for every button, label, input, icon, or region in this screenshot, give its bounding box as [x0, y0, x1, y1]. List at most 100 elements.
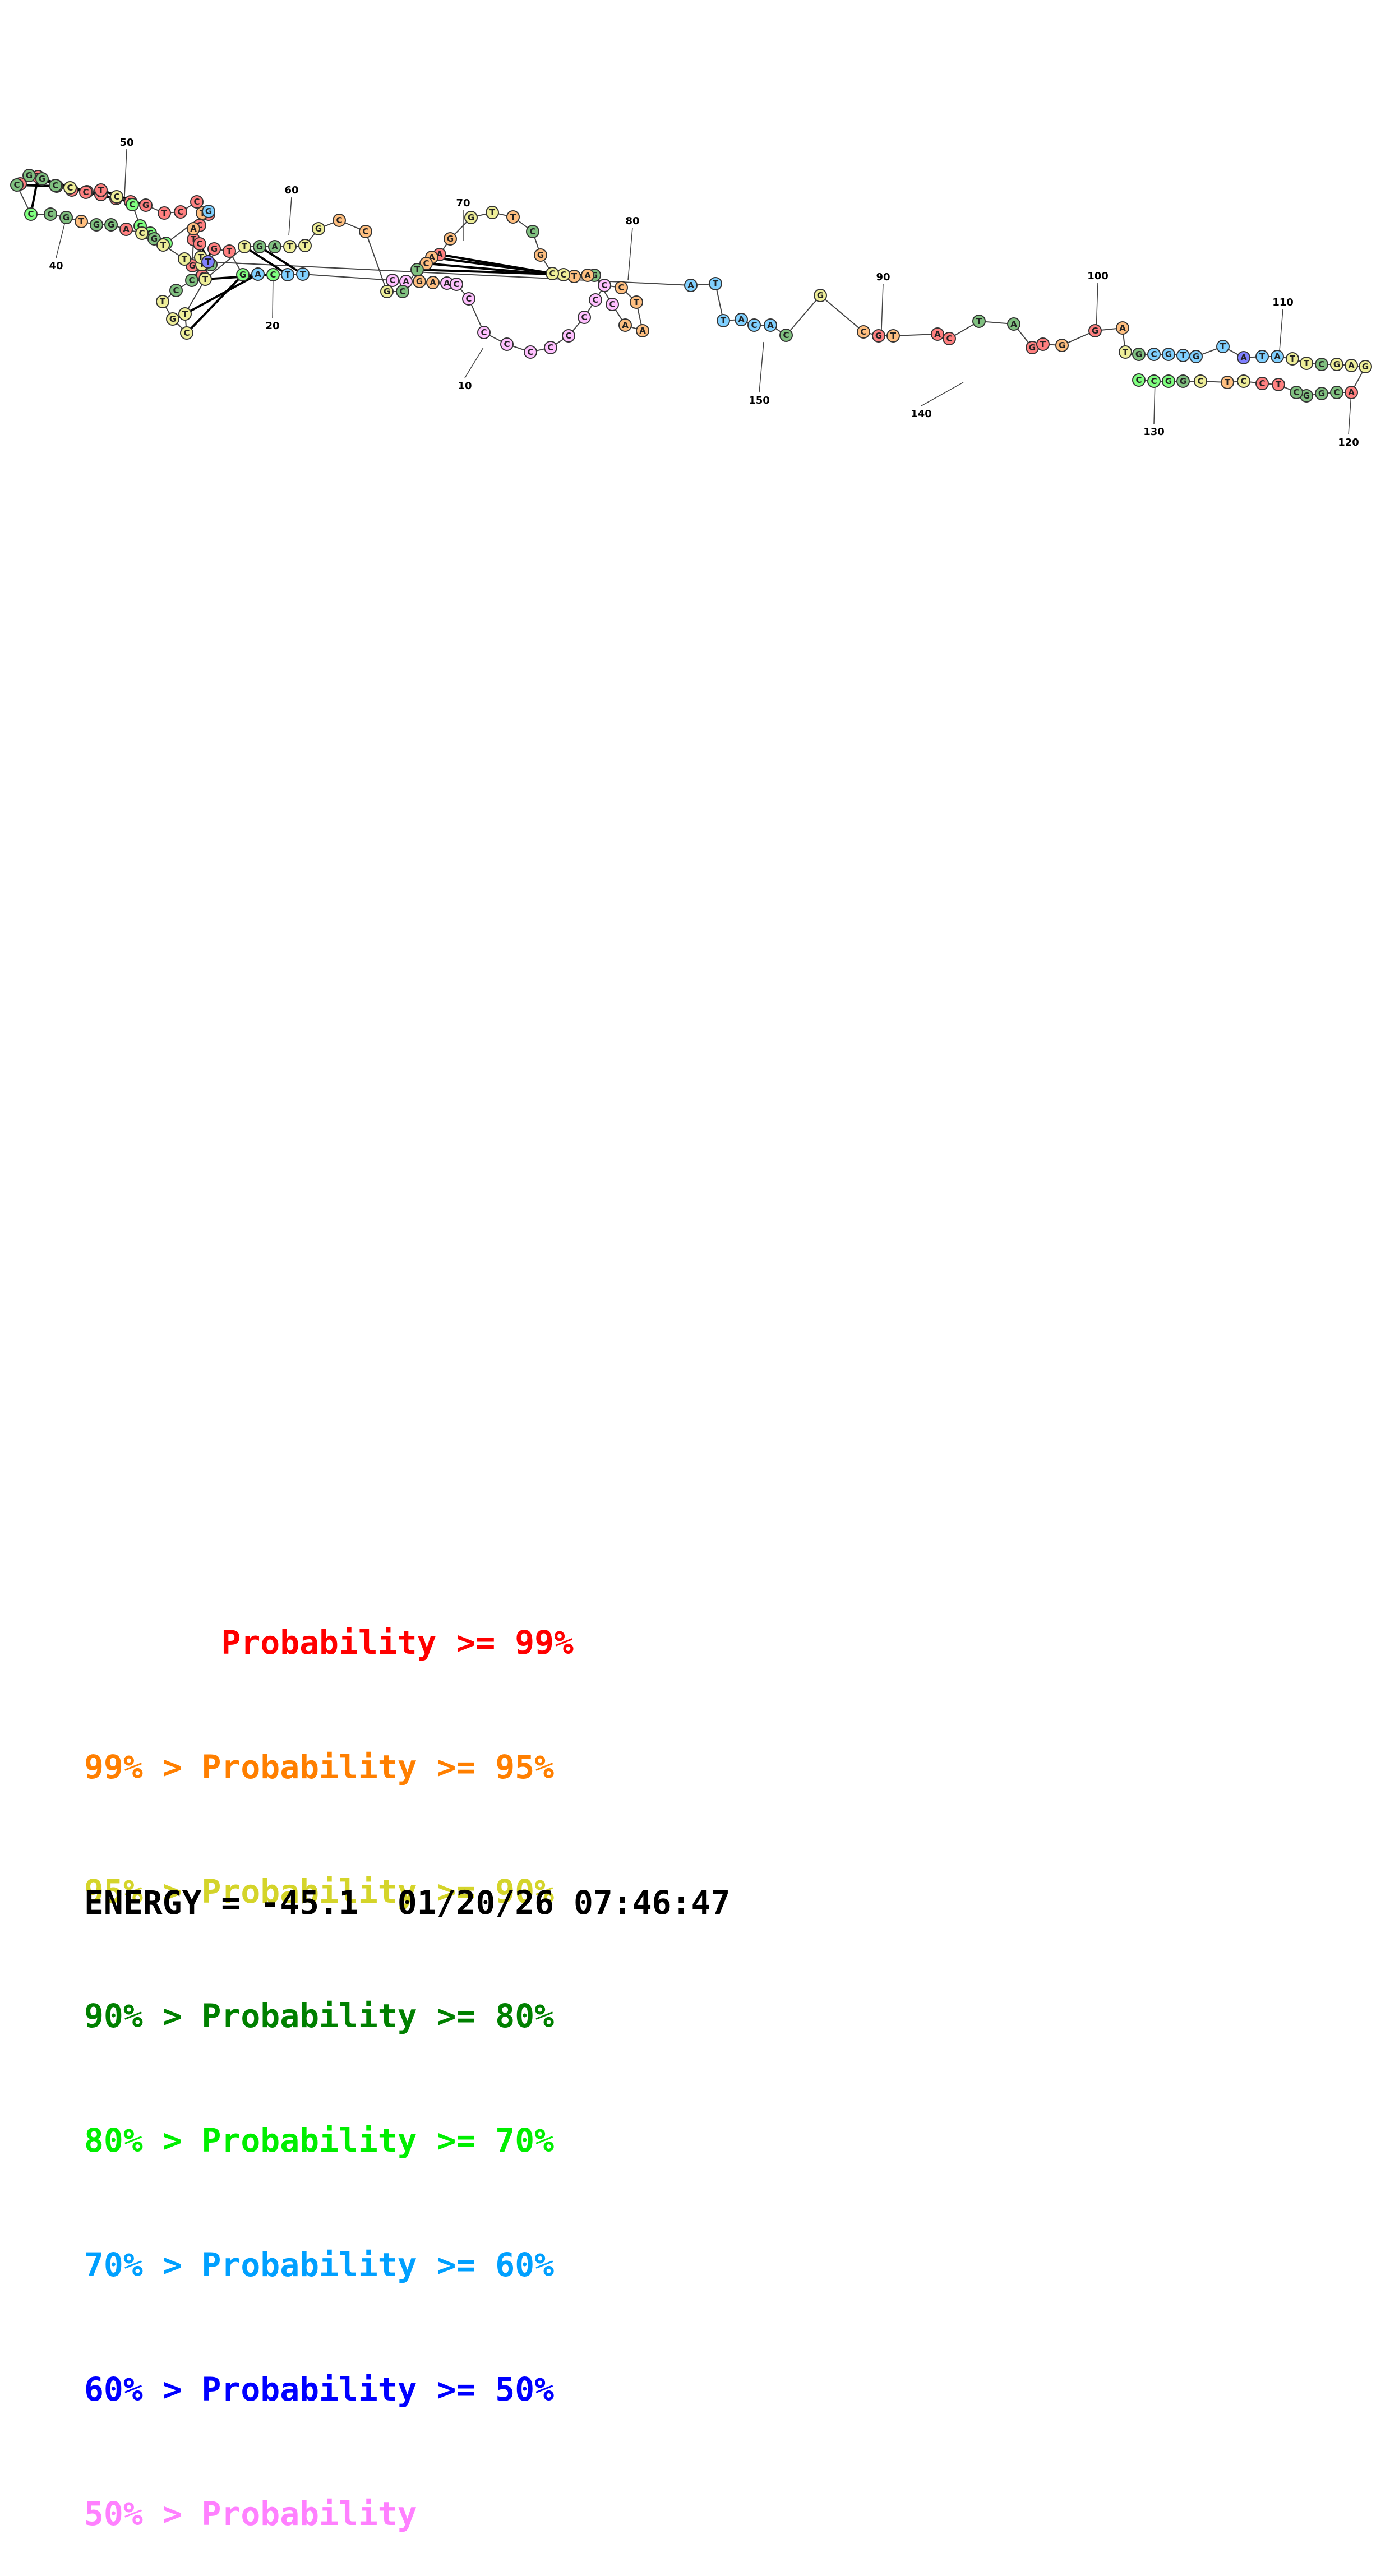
- position-label: 70: [456, 197, 470, 209]
- nucleotide-circle: [380, 285, 394, 298]
- nucleotide-base-letter: T: [976, 316, 982, 326]
- nucleotide-base-letter: C: [336, 215, 342, 225]
- nucleotide-circle: [486, 206, 499, 219]
- nucleotide-circle: [636, 324, 649, 337]
- nucleotide-base-letter: G: [1165, 349, 1172, 359]
- nucleotide: G: [814, 289, 827, 302]
- nucleotide-circle: [972, 315, 986, 328]
- nucleotide: T: [198, 272, 212, 286]
- nucleotide-base-letter: C: [193, 197, 200, 207]
- nucleotide-circle: [931, 327, 944, 341]
- nucleotide-circle: [94, 183, 108, 197]
- nucleotide: A: [735, 313, 748, 326]
- nucleotide-circle: [534, 248, 547, 262]
- nucleotide: C: [1132, 373, 1146, 387]
- nucleotide-circle: [709, 277, 722, 290]
- nucleotide-circle: [606, 298, 619, 311]
- nucleotide-base-letter: C: [946, 334, 952, 344]
- nucleotide-circle: [562, 329, 575, 343]
- nucleotide-circle: [59, 211, 73, 224]
- nucleotide-base-letter: T: [489, 207, 496, 218]
- nucleotide: C: [359, 225, 372, 238]
- nucleotide: C: [1147, 348, 1161, 361]
- nucleotide-circle: [886, 329, 900, 343]
- nucleotide: G: [1315, 387, 1328, 400]
- nucleotide-circle: [857, 325, 870, 339]
- nucleotide-circle: [1132, 348, 1146, 361]
- nucleotide-circle: [1194, 374, 1207, 388]
- nucleotide-circle: [615, 281, 628, 294]
- nucleotide-circle: [779, 329, 793, 342]
- nucleotide-base-letter: G: [1180, 376, 1186, 386]
- nucleotide-circle: [90, 218, 103, 232]
- nucleotide-circle: [1116, 321, 1129, 335]
- nucleotide: C: [477, 326, 491, 339]
- nucleotide-base-letter: T: [414, 265, 421, 275]
- nucleotide: G: [413, 275, 426, 288]
- nucleotide-circle: [251, 267, 265, 281]
- nucleotide-circle: [1300, 357, 1313, 370]
- nucleotide-base-letter: C: [138, 228, 145, 238]
- position-tick-line: [921, 382, 964, 406]
- nucleotide-circle: [1237, 374, 1250, 388]
- nucleotide-circle: [223, 244, 236, 258]
- nucleotide-circle: [1147, 348, 1161, 361]
- nucleotide: G: [22, 169, 36, 182]
- position-label: 50: [119, 137, 133, 149]
- nucleotide-base-letter: T: [198, 252, 204, 262]
- nucleotide-base-letter: C: [1318, 359, 1324, 369]
- nucleotide-circle: [396, 285, 409, 298]
- nucleotide: A: [764, 318, 777, 332]
- nucleotide-base-letter: A: [738, 315, 745, 325]
- nucleotide: A: [1237, 351, 1250, 364]
- nucleotide-base-letter: C: [1240, 376, 1246, 386]
- nucleotide: T: [75, 215, 88, 228]
- nucleotide-circle: [814, 289, 827, 302]
- nucleotide-circle: [156, 238, 170, 252]
- nucleotide-base-letter: T: [227, 246, 233, 256]
- nucleotide-base-letter: G: [189, 261, 196, 271]
- position-tick-line: [1278, 308, 1283, 358]
- nucleotide-base-letter: G: [63, 212, 70, 223]
- nucleotide-base-letter: C: [618, 283, 624, 293]
- nucleotide: C: [185, 274, 198, 287]
- nucleotide-base-letter: G: [151, 234, 158, 244]
- nucleotide-circle: [296, 267, 310, 281]
- nucleotide-base-letter: G: [537, 250, 544, 260]
- nucleotide: C: [524, 345, 537, 359]
- position-label: 20: [265, 320, 279, 332]
- nucleotide-base-letter: A: [271, 242, 278, 252]
- nucleotide: C: [1237, 374, 1250, 388]
- nucleotide: C: [598, 279, 611, 292]
- nucleotide: T: [1300, 357, 1313, 370]
- nucleotide-circle: [238, 240, 251, 253]
- nucleotide-base-letter: T: [160, 240, 167, 250]
- nucleotide-base-letter: C: [137, 221, 143, 231]
- nucleotide-base-letter: C: [1151, 349, 1157, 359]
- nucleotide-base-letter: T: [713, 279, 719, 289]
- nucleotide-circle: [1271, 350, 1284, 363]
- nucleotide-base-letter: C: [783, 330, 789, 340]
- nucleotide-circle: [589, 293, 602, 307]
- nucleotide-base-letter: G: [108, 220, 114, 230]
- nucleotide: G: [1189, 350, 1203, 363]
- nucleotide: A: [119, 223, 133, 236]
- nucleotide-base-letter: T: [160, 297, 166, 307]
- nucleotide-circle: [126, 198, 139, 211]
- nucleotide-base-letter: G: [169, 314, 176, 324]
- nucleotide: A: [1345, 359, 1358, 372]
- nucleotide-circle: [198, 272, 212, 286]
- nucleotide-base-letter: T: [1304, 358, 1310, 368]
- nucleotide-circle: [1330, 358, 1343, 371]
- nucleotide: G: [35, 172, 49, 186]
- nucleotide: G: [253, 240, 266, 253]
- nucleotide-circle: [22, 169, 36, 182]
- nucleotide-circle: [872, 329, 885, 343]
- nucleotide-circle: [201, 255, 215, 269]
- nucleotide-circle: [1255, 350, 1269, 363]
- nucleotide-circle: [546, 267, 559, 280]
- nucleotide: C: [24, 207, 38, 221]
- nucleotide-circle: [943, 332, 956, 345]
- position-label: 140: [911, 408, 932, 420]
- nucleotide: T: [296, 267, 310, 281]
